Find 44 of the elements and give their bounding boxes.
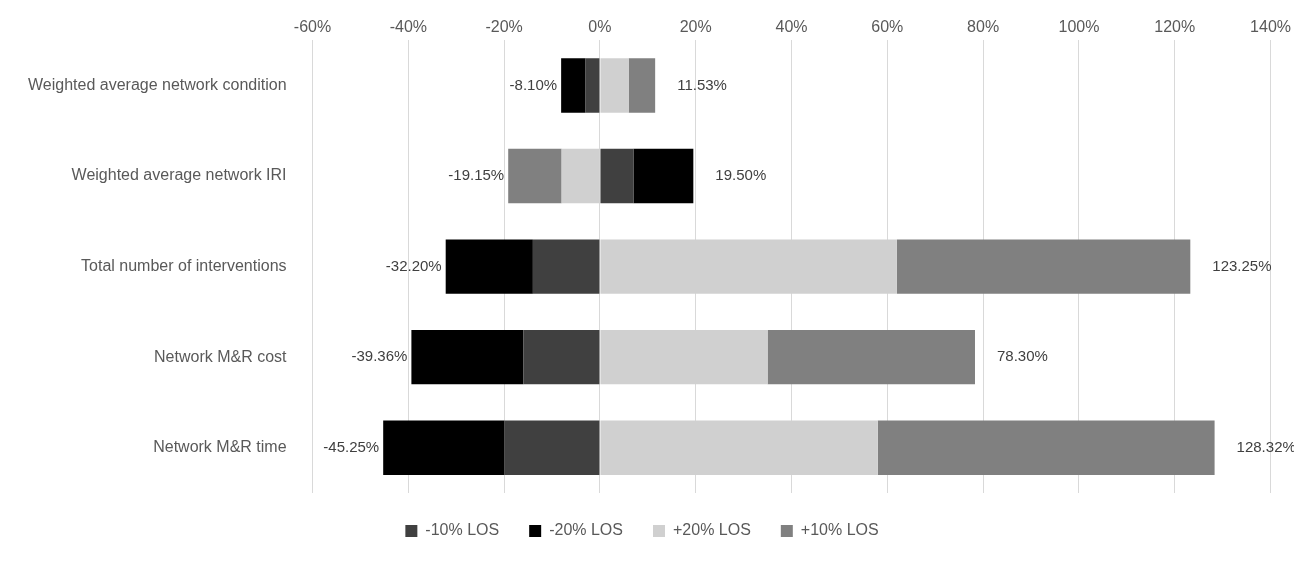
annotation: 123.25% bbox=[1212, 256, 1272, 274]
bar bbox=[767, 329, 975, 385]
x-tick-label: 80% bbox=[967, 18, 1000, 36]
bar bbox=[532, 239, 600, 294]
bar bbox=[445, 239, 533, 294]
bar bbox=[600, 148, 634, 204]
bar bbox=[504, 420, 600, 475]
legend-label: -20% LOS bbox=[549, 521, 623, 539]
x-tick-label: -60% bbox=[293, 18, 332, 36]
bar bbox=[877, 420, 1215, 475]
y-tick-label: Network M&R time bbox=[153, 438, 287, 456]
x-tick-label: 100% bbox=[1058, 18, 1100, 36]
bar bbox=[633, 148, 694, 204]
bar bbox=[411, 329, 524, 385]
bar bbox=[585, 58, 600, 113]
bar bbox=[383, 420, 505, 475]
annotation: 19.50% bbox=[715, 166, 767, 184]
y-tick-label: Weighted average network condition bbox=[28, 75, 287, 93]
y-tick-label: Total number of interventions bbox=[81, 257, 287, 275]
annotation: -19.15% bbox=[448, 166, 505, 184]
x-tick-label: -40% bbox=[389, 18, 428, 36]
annotation: 11.53% bbox=[677, 75, 727, 93]
x-tick-label: -20% bbox=[485, 18, 523, 36]
bar bbox=[508, 148, 562, 204]
annotation: -39.36% bbox=[351, 347, 408, 365]
y-tick-label: Weighted average network IRI bbox=[71, 166, 287, 184]
bar bbox=[561, 58, 586, 113]
annotation: -32.20% bbox=[385, 256, 442, 274]
x-tick-label: 20% bbox=[679, 18, 712, 36]
annotation: -8.10% bbox=[509, 75, 558, 93]
x-tick-label: 120% bbox=[1154, 18, 1196, 36]
bar bbox=[896, 239, 1191, 294]
legend-label: +10% LOS bbox=[800, 521, 879, 539]
legend-label: +20% LOS bbox=[672, 521, 751, 539]
x-tick-label: 140% bbox=[1250, 18, 1291, 36]
y-tick-label: Network M&R cost bbox=[154, 347, 288, 365]
x-tick-label: 40% bbox=[775, 18, 808, 36]
annotation: 78.30% bbox=[996, 347, 1048, 365]
bar bbox=[628, 58, 656, 113]
bar bbox=[523, 329, 600, 385]
x-tick-label: 0% bbox=[588, 18, 612, 36]
annotation: -45.25% bbox=[323, 437, 380, 455]
legend-label: -10% LOS bbox=[425, 521, 500, 539]
x-tick-label: 60% bbox=[871, 18, 904, 36]
